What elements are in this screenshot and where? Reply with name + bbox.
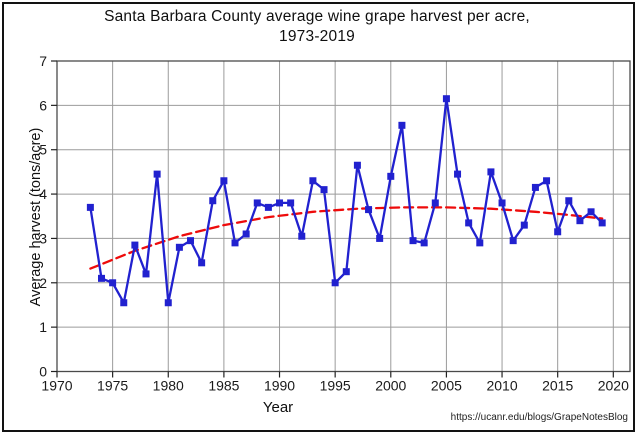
harvest-marker-1993 [309, 177, 317, 185]
harvest-marker-1991 [287, 199, 295, 207]
y-tick-label: 3 [39, 230, 47, 246]
figure-border [2, 2, 635, 432]
chart-title: Santa Barbara County average wine grape … [0, 7, 634, 47]
x-tick-label: 1980 [153, 378, 184, 394]
harvest-markers [86, 95, 606, 307]
harvest-marker-1979 [153, 170, 161, 178]
harvest-marker-1989 [264, 203, 272, 211]
y-axis-label: Average harvest (tons/acre) [28, 127, 44, 307]
y-axis-ticks [51, 60, 57, 373]
y-tick-label: 5 [39, 142, 47, 158]
x-gridlines [56, 61, 614, 372]
harvest-marker-1984 [209, 197, 217, 205]
harvest-marker-1985 [220, 177, 228, 185]
harvest-marker-2000 [387, 172, 395, 180]
harvest-marker-2012 [520, 221, 528, 229]
x-tick-label: 2005 [431, 378, 462, 394]
harvest-marker-2016 [565, 197, 573, 205]
harvest-marker-1997 [353, 161, 361, 169]
harvest-marker-1982 [187, 237, 195, 245]
y-tick-label: 4 [39, 186, 47, 202]
y-tick-label: 0 [39, 364, 47, 380]
harvest-marker-2005 [442, 95, 450, 103]
y-gridlines [57, 60, 630, 372]
harvest-marker-2003 [420, 239, 428, 247]
harvest-marker-2019 [598, 219, 606, 227]
harvest-marker-1983 [198, 259, 206, 267]
harvest-marker-1977 [131, 241, 139, 249]
source-url: https://ucanr.edu/blogs/GrapeNotesBlog [450, 412, 628, 423]
x-axis-ticks [56, 371, 614, 378]
harvest-marker-1999 [376, 234, 384, 242]
x-tick-label: 1995 [320, 378, 351, 394]
trend-line [89, 206, 604, 270]
x-tick-label: 2015 [542, 378, 573, 394]
harvest-marker-1978 [142, 270, 150, 278]
harvest-marker-2002 [409, 237, 417, 245]
harvest-marker-2009 [487, 168, 495, 176]
x-tick-label: 1975 [97, 378, 128, 394]
x-axis-label: Year [262, 399, 294, 416]
harvest-marker-2007 [465, 219, 473, 227]
harvest-marker-2004 [431, 199, 439, 207]
harvest-marker-2018 [587, 208, 595, 216]
chart-title-line1: Santa Barbara County average wine grape … [104, 8, 530, 25]
x-tick-label: 1970 [41, 378, 72, 394]
harvest-marker-1975 [109, 279, 117, 287]
harvest-marker-2011 [509, 237, 517, 245]
harvest-marker-1973 [86, 203, 94, 211]
harvest-marker-2015 [554, 228, 562, 236]
harvest-marker-2006 [454, 170, 462, 178]
harvest-marker-1995 [331, 279, 339, 287]
harvest-marker-1976 [120, 299, 128, 307]
harvest-marker-1994 [320, 186, 328, 194]
chart-title-line2: 1973-2019 [279, 28, 355, 45]
harvest-marker-1981 [175, 243, 183, 251]
x-tick-label: 1985 [208, 378, 239, 394]
y-tick-label: 1 [39, 319, 47, 335]
harvest-marker-2017 [576, 217, 584, 225]
harvest-marker-1990 [276, 199, 284, 207]
harvest-marker-2008 [476, 239, 484, 247]
harvest-marker-1986 [231, 239, 239, 247]
harvest-marker-1974 [98, 274, 106, 282]
harvest-marker-1992 [298, 232, 306, 240]
y-tick-label: 6 [39, 97, 47, 113]
harvest-marker-2010 [498, 199, 506, 207]
harvest-marker-1998 [365, 206, 373, 214]
harvest-marker-1996 [342, 268, 350, 276]
plot-border [56, 60, 631, 373]
harvest-marker-2014 [543, 177, 551, 185]
x-tick-label: 2020 [598, 378, 629, 394]
y-tick-label: 7 [39, 53, 47, 69]
y-tick-labels: 0 1 2 3 4 5 6 7 [39, 53, 47, 380]
x-tick-label: 1990 [264, 378, 295, 394]
x-tick-label: 2010 [486, 378, 517, 394]
x-tick-labels: 1970 1975 1980 1985 1990 1995 2000 2005 2010 2015… [41, 378, 629, 394]
harvest-marker-2001 [398, 121, 406, 129]
harvest-marker-1980 [164, 299, 172, 307]
y-tick-label: 2 [39, 275, 47, 291]
harvest-marker-1988 [253, 199, 261, 207]
harvest-marker-1987 [242, 230, 250, 238]
x-tick-label: 2000 [375, 378, 406, 394]
harvest-marker-2013 [531, 183, 539, 191]
